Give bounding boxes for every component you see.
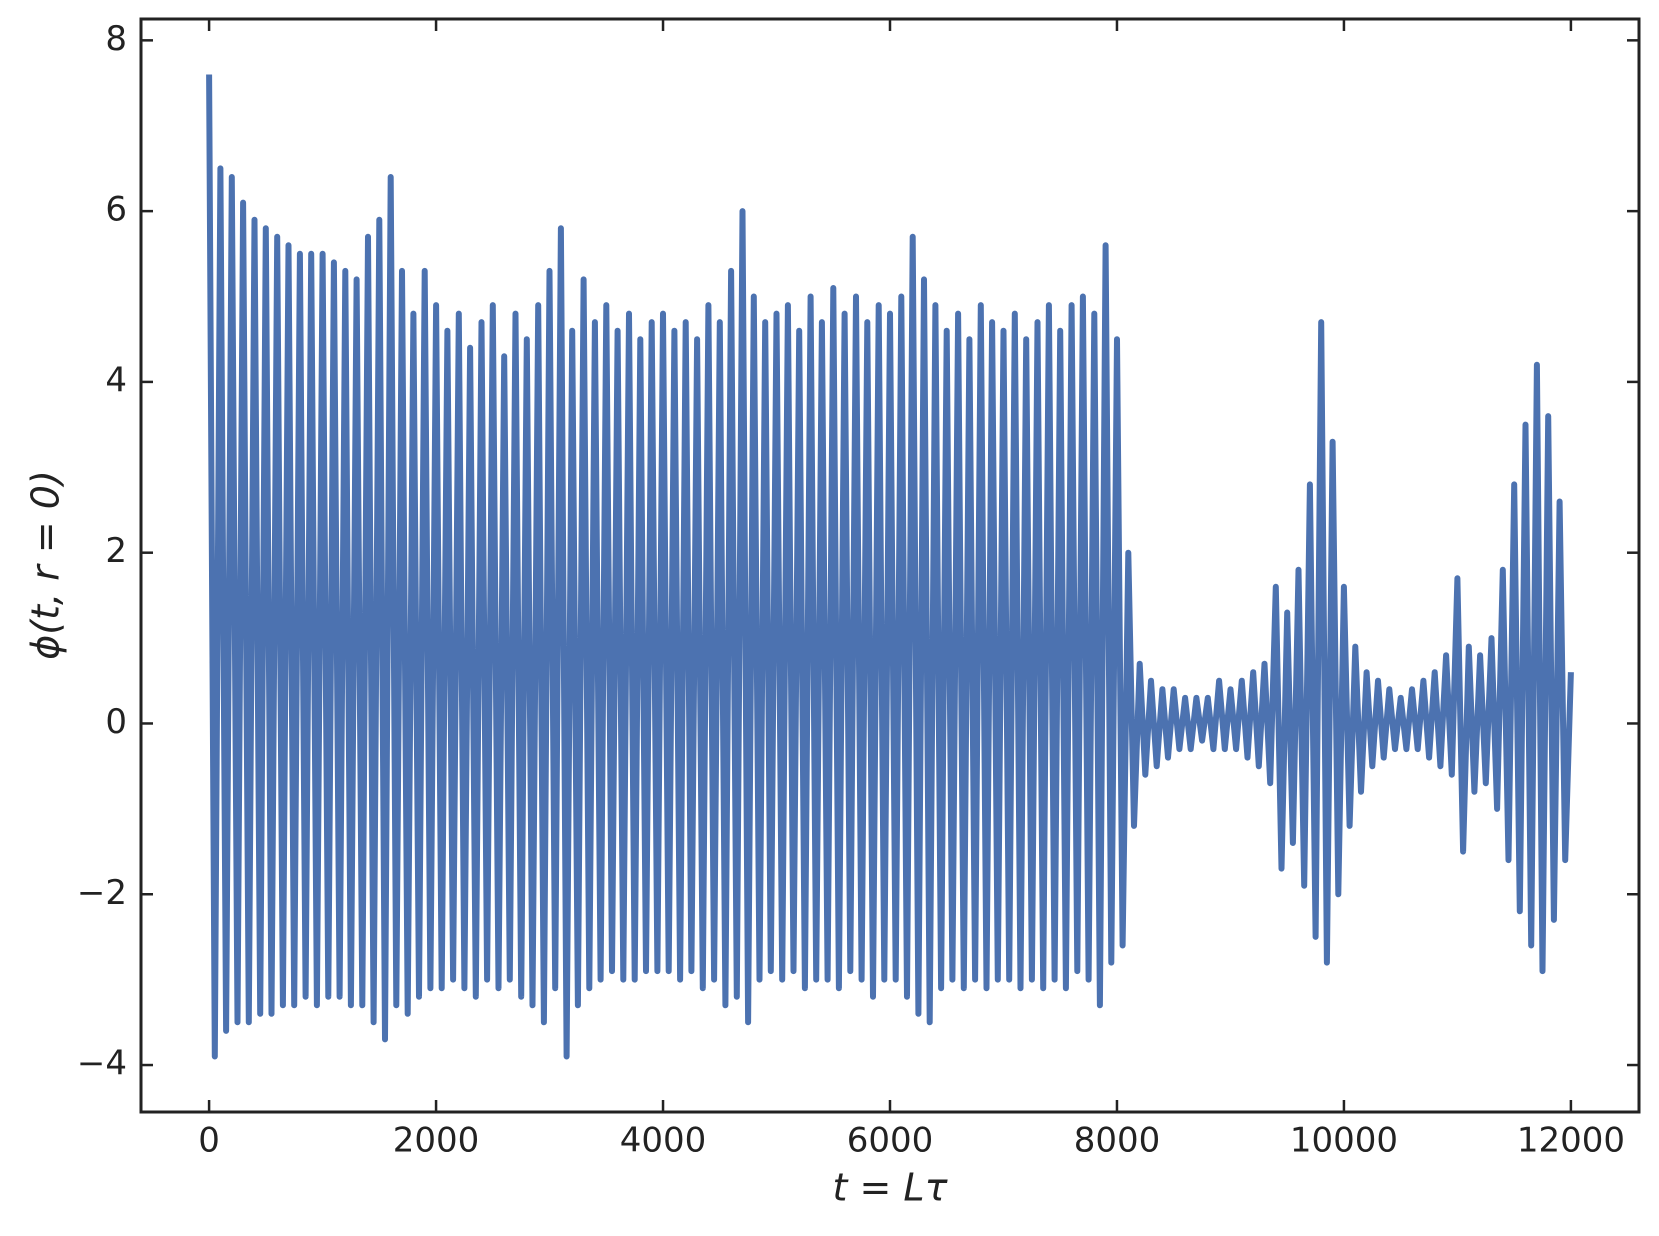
data-line [206,74,1574,1060]
y-tick-label: 4 [105,360,127,400]
y-tick-label: 6 [105,190,127,230]
x-tick-label: 10000 [1290,1121,1398,1161]
x-tick-label: 2000 [393,1121,480,1161]
x-tick-label: 4000 [620,1121,707,1161]
x-tick-label: 8000 [1074,1121,1161,1161]
y-tick-label: −2 [77,873,127,913]
x-tick-label: 12000 [1517,1121,1625,1161]
y-tick-label: −4 [77,1044,127,1084]
x-axis-label: t = Lτ [833,1166,949,1210]
y-axis-label: ϕ(t, r = 0) [24,470,68,660]
x-tick-label: 6000 [847,1121,934,1161]
plot-frame [139,17,1641,1114]
y-tick-label: 2 [105,531,127,571]
x-tick-label: 0 [198,1121,220,1161]
y-tick-label: 0 [105,702,127,742]
y-tick-label: 8 [105,19,127,59]
